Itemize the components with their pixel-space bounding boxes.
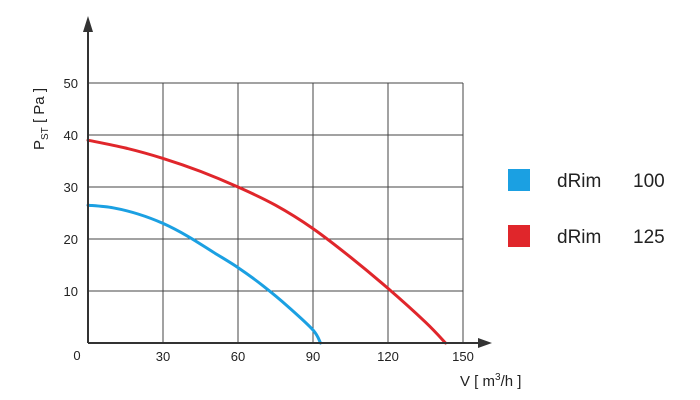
legend: dRim 100 dRim 125: [508, 169, 665, 248]
y-axis-arrow: [83, 16, 93, 32]
x-tick-label: 90: [306, 349, 320, 364]
y-axis-label: PST [ Pa ]: [31, 88, 51, 150]
series-line-125: [86, 138, 447, 345]
axes: [83, 16, 492, 348]
legend-swatch-100: [508, 169, 530, 191]
legend-swatch-125: [508, 225, 530, 247]
y-tick-label: 40: [64, 128, 78, 143]
legend-label-size: 125: [633, 227, 665, 248]
tick-labels: 30 60 90 120 150 10 20 30 40 50: [64, 76, 474, 364]
y-axis-label-sub: ST: [40, 127, 51, 140]
y-tick-label: 30: [64, 180, 78, 195]
x-axis-label: V [ m3/h ]: [460, 372, 521, 390]
x-tick-label: 60: [231, 349, 245, 364]
y-tick-label: 50: [64, 76, 78, 91]
x-axis-label-main: V [ m: [460, 373, 495, 390]
legend-label-name: dRim: [557, 227, 601, 248]
y-axis-label-main: P: [31, 140, 48, 150]
legend-label-size: 100: [633, 171, 665, 192]
series-line-100: [86, 203, 322, 345]
curves: [86, 138, 447, 345]
x-axis-label-rest: /h ]: [501, 373, 522, 390]
x-axis-arrow: [478, 338, 492, 348]
y-axis-label-rest: [ Pa ]: [31, 88, 48, 127]
x-tick-label: 120: [377, 349, 399, 364]
x-tick-label: 150: [452, 349, 474, 364]
grid: [88, 82, 464, 343]
legend-label-name: dRim: [557, 171, 601, 192]
origin-label: 0: [73, 348, 80, 363]
y-tick-label: 20: [64, 232, 78, 247]
x-axis-label-sup: 3: [495, 372, 501, 383]
y-tick-label: 10: [64, 284, 78, 299]
x-tick-label: 30: [156, 349, 170, 364]
